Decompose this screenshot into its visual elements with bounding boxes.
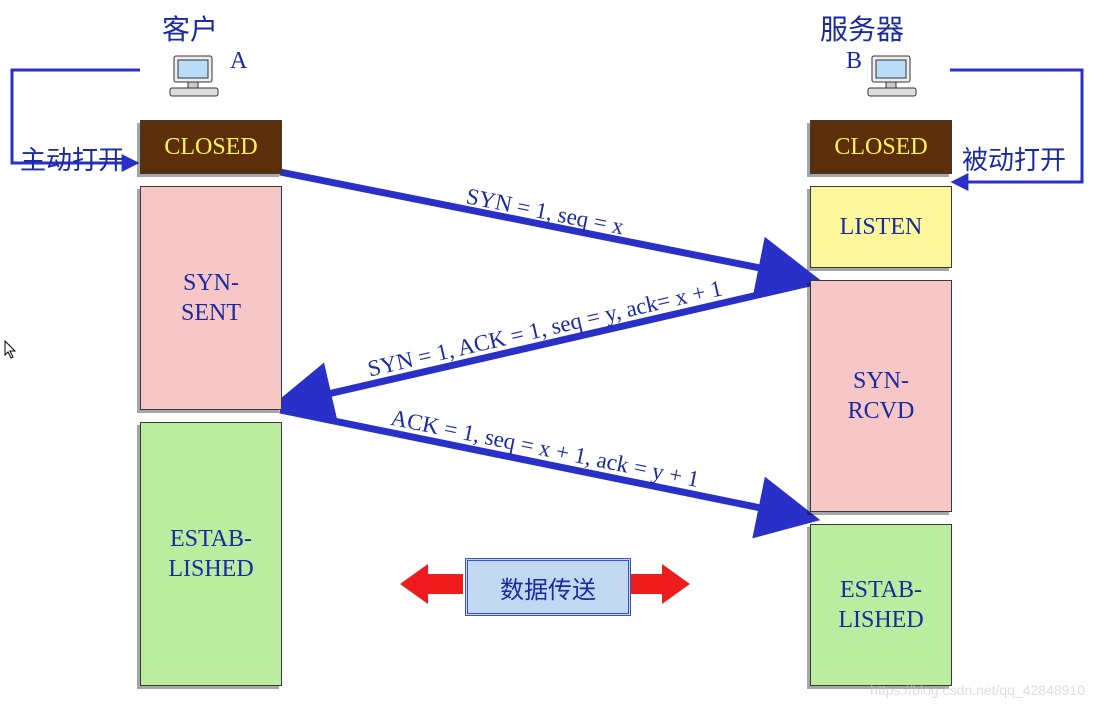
message-arrow-synack	[280, 283, 810, 405]
server-computer-icon	[864, 52, 924, 107]
watermark: https://blog.csdn.net/qq_42848910	[870, 682, 1085, 698]
server-state-listen: LISTEN	[810, 186, 952, 268]
client-state-closed: CLOSED	[140, 120, 282, 174]
message-arrow-ack	[280, 410, 810, 518]
passive-open-label: 被动打开	[962, 140, 1066, 177]
server-header: 服务器	[820, 8, 904, 48]
client-letter: A	[230, 48, 247, 75]
client-state-syn_sent: SYN- SENT	[140, 186, 282, 410]
server-state-syn_rcvd: SYN- RCVD	[810, 280, 952, 512]
client-computer-icon	[166, 52, 226, 107]
client-state-estab: ESTAB- LISHED	[140, 422, 282, 686]
client-header: 客户	[162, 8, 218, 48]
data-arrow-left	[400, 564, 463, 604]
server-state-closed: CLOSED	[810, 120, 952, 174]
active-open-label: 主动打开	[20, 140, 124, 177]
data-transfer-label: 数据传送	[500, 570, 596, 605]
server-state-estab: ESTAB- LISHED	[810, 524, 952, 686]
cursor-icon	[4, 340, 18, 365]
data-transfer-box: 数据传送	[465, 558, 631, 616]
server-letter: B	[846, 48, 862, 75]
data-arrow-right	[627, 564, 690, 604]
